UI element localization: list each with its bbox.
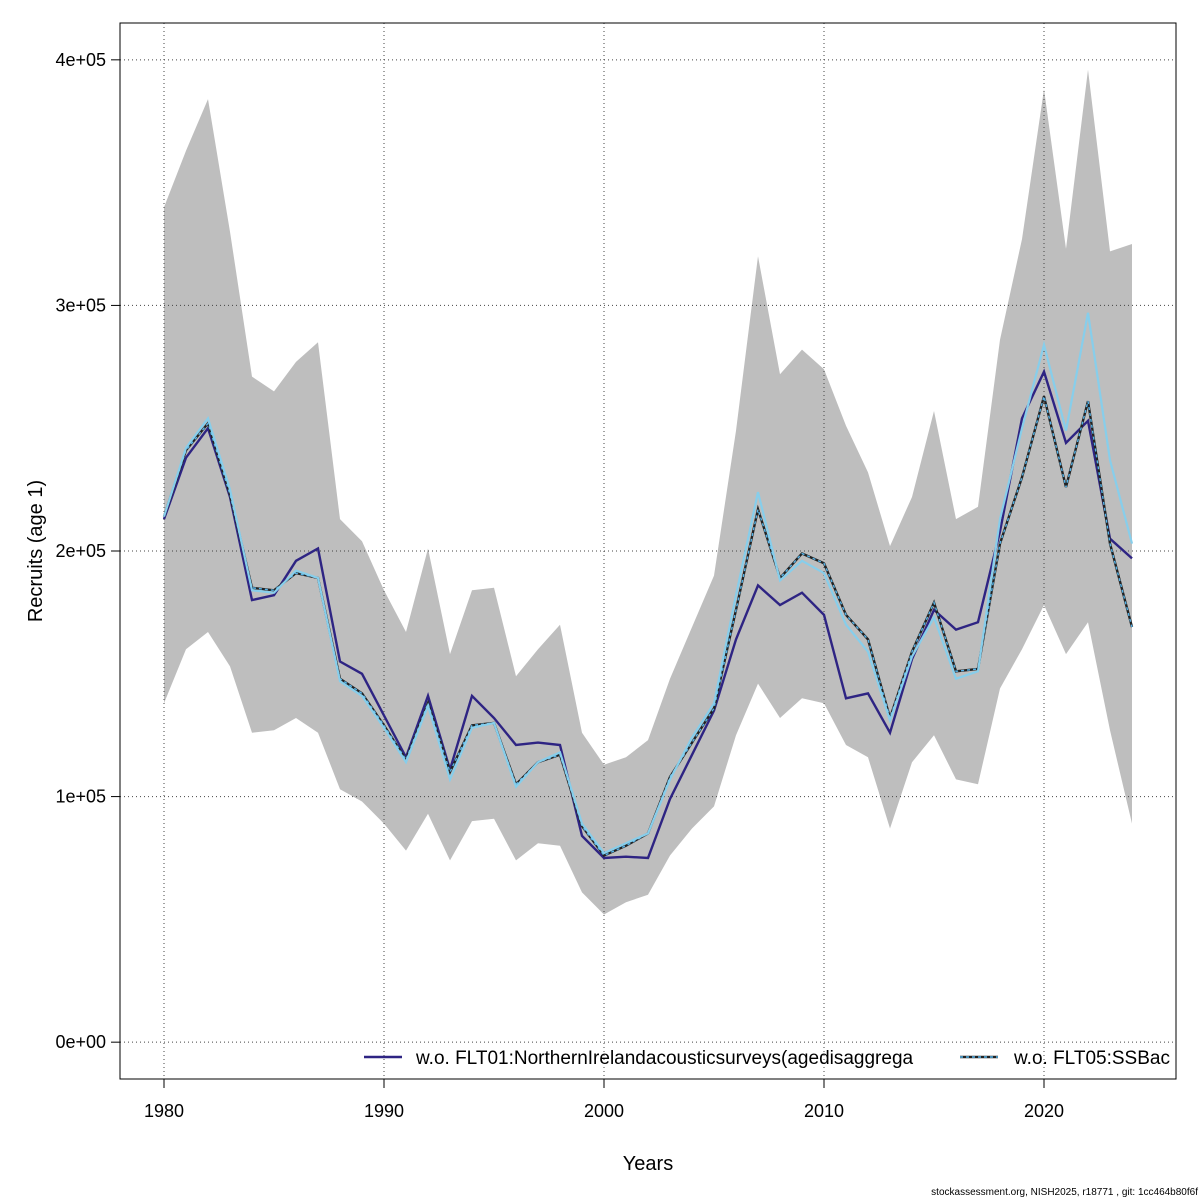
y-axis-title: Recruits (age 1) (25, 480, 47, 622)
series-line-flt01 (162, 368, 1133, 860)
axis-layer: 1980 1990 2000 2010 2020 0e+00 1e+05 2e+05 3e+05… (55, 50, 1064, 1121)
legend-label-flt01: w.o. FLT01:NorthernIrelandacousticsurvey… (415, 1048, 914, 1069)
y-tick-label: 1e+05 (55, 787, 106, 807)
grid-layer (120, 23, 1176, 1079)
x-tick-label: 2010 (804, 1101, 844, 1121)
y-tick-label: 4e+05 (55, 50, 106, 70)
y-tick-label: 0e+00 (55, 1032, 106, 1052)
x-tick-label: 2000 (584, 1101, 624, 1121)
y-tick-label: 3e+05 (55, 295, 106, 315)
legend-label-flt05: w.o. FLT05:SSBac (1013, 1048, 1170, 1069)
confidence-band-layer (164, 69, 1132, 915)
footer-note: stockassessment.org, NISH2025, r18771 , … (931, 1187, 1198, 1198)
series-line-other (162, 312, 1134, 855)
x-tick-label: 2020 (1024, 1101, 1064, 1121)
series-layer (162, 312, 1134, 860)
x-tick-label: 1990 (364, 1101, 404, 1121)
x-axis-title: Years (623, 1153, 673, 1175)
legend: w.o. FLT01:NorthernIrelandacousticsurvey… (364, 1048, 1170, 1069)
x-tick-label: 1980 (144, 1101, 184, 1121)
y-tick-label: 2e+05 (55, 541, 106, 561)
confidence-band (164, 69, 1132, 915)
